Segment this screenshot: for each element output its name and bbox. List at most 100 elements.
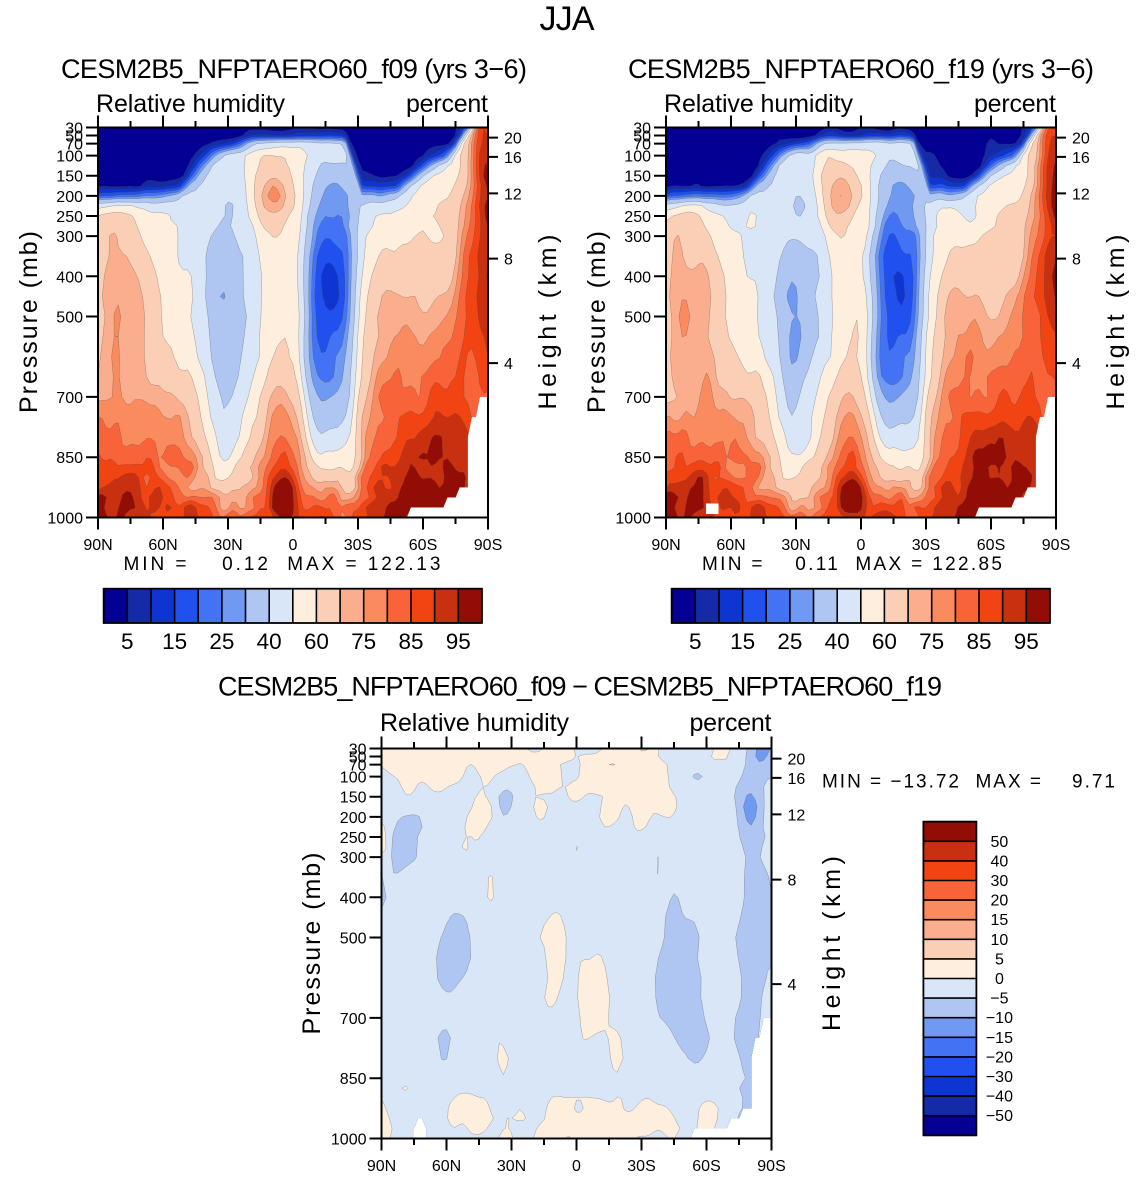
svg-text:95: 95 [1014,629,1039,654]
svg-text:90S: 90S [1042,537,1070,554]
svg-text:30: 30 [991,873,1009,890]
svg-text:75: 75 [351,629,376,654]
svg-text:200: 200 [624,189,651,206]
svg-text:500: 500 [340,931,367,948]
svg-text:70: 70 [65,137,83,154]
svg-text:30: 30 [65,121,83,138]
svg-text:30N: 30N [497,1158,526,1175]
svg-text:85: 85 [398,629,423,654]
svg-text:Pressure (mb): Pressure (mb) [583,231,611,413]
svg-text:CESM2B5_NFPTAERO60_f19 (yrs 3−: CESM2B5_NFPTAERO60_f19 (yrs 3−6) [628,54,1094,84]
svg-text:MIN = 0.11 MAX = 122.85: MIN = 0.11 MAX = 122.85 [702,554,1002,575]
svg-text:0: 0 [572,1158,581,1175]
svg-text:−10: −10 [986,1010,1013,1027]
svg-text:20: 20 [504,131,522,148]
svg-text:300: 300 [340,850,367,867]
svg-text:20: 20 [991,893,1009,910]
svg-text:70: 70 [349,758,367,775]
svg-text:850: 850 [56,450,83,467]
svg-text:30N: 30N [213,537,242,554]
svg-text:85: 85 [966,629,991,654]
svg-text:0: 0 [289,537,298,554]
svg-text:95: 95 [446,629,471,654]
svg-text:150: 150 [56,169,83,186]
svg-text:8: 8 [788,873,797,890]
svg-text:1000: 1000 [331,1132,367,1149]
svg-text:90N: 90N [651,537,680,554]
svg-text:250: 250 [56,209,83,226]
svg-text:−50: −50 [986,1108,1013,1125]
svg-text:500: 500 [56,310,83,327]
svg-text:16: 16 [1072,150,1090,167]
svg-text:90S: 90S [474,537,502,554]
svg-text:MIN = 0.12 MAX = 122.13: MIN = 0.12 MAX = 122.13 [124,554,441,575]
svg-text:25: 25 [777,629,802,654]
svg-text:30S: 30S [627,1158,655,1175]
svg-text:30: 30 [633,121,651,138]
svg-text:4: 4 [1072,356,1081,373]
svg-text:−20: −20 [986,1049,1013,1066]
svg-text:60S: 60S [409,537,437,554]
svg-text:−15: −15 [986,1030,1013,1047]
svg-text:−40: −40 [986,1089,1013,1106]
svg-text:0: 0 [995,971,1004,988]
svg-text:100: 100 [340,770,367,787]
svg-text:4: 4 [504,356,513,373]
svg-text:60: 60 [872,629,897,654]
svg-text:400: 400 [340,890,367,907]
svg-text:700: 700 [56,390,83,407]
svg-text:75: 75 [919,629,944,654]
svg-text:CESM2B5_NFPTAERO60_f09 (yrs 3−: CESM2B5_NFPTAERO60_f09 (yrs 3−6) [61,54,527,84]
svg-text:8: 8 [1072,252,1081,269]
svg-text:Pressure (mb): Pressure (mb) [298,853,326,1035]
svg-text:60S: 60S [977,537,1005,554]
svg-text:5: 5 [689,629,702,654]
svg-text:10: 10 [991,932,1009,949]
svg-text:60N: 60N [716,537,745,554]
svg-text:CESM2B5_NFPTAERO60_f09 − CESM2: CESM2B5_NFPTAERO60_f09 − CESM2B5_NFPTAER… [218,672,942,702]
svg-text:Pressure (mb): Pressure (mb) [15,231,43,413]
svg-text:50: 50 [991,834,1009,851]
svg-text:Relative humidity: Relative humidity [664,90,854,118]
svg-text:20: 20 [1072,131,1090,148]
svg-text:100: 100 [56,149,83,166]
svg-text:30: 30 [349,742,367,759]
svg-text:30S: 30S [912,537,940,554]
svg-text:5: 5 [995,951,1004,968]
svg-text:5: 5 [121,629,134,654]
svg-text:30S: 30S [344,537,372,554]
svg-text:700: 700 [340,1011,367,1028]
svg-text:Relative humidity: Relative humidity [380,709,570,737]
svg-text:0: 0 [857,537,866,554]
svg-text:1000: 1000 [47,511,83,528]
svg-text:Relative humidity: Relative humidity [96,90,286,118]
svg-text:JJA: JJA [540,0,595,38]
svg-text:30N: 30N [781,537,810,554]
svg-text:12: 12 [788,807,806,824]
svg-text:250: 250 [624,209,651,226]
svg-text:700: 700 [624,390,651,407]
svg-text:300: 300 [56,229,83,246]
svg-text:40: 40 [991,853,1009,870]
svg-text:40: 40 [825,629,850,654]
svg-text:50: 50 [633,129,651,146]
svg-text:60N: 60N [432,1158,461,1175]
svg-text:percent: percent [974,90,1056,118]
svg-text:300: 300 [624,229,651,246]
svg-text:70: 70 [633,137,651,154]
svg-text:percent: percent [406,90,488,118]
svg-text:percent: percent [690,709,772,737]
svg-text:−5: −5 [990,991,1008,1008]
svg-text:500: 500 [624,310,651,327]
svg-text:60S: 60S [692,1158,720,1175]
svg-text:50: 50 [349,750,367,767]
svg-text:100: 100 [624,149,651,166]
svg-text:15: 15 [991,912,1009,929]
svg-text:400: 400 [624,269,651,286]
svg-text:8: 8 [504,252,513,269]
svg-text:12: 12 [504,186,522,203]
svg-text:4: 4 [788,977,797,994]
svg-text:Height (km): Height (km) [1102,235,1130,410]
svg-text:60N: 60N [148,537,177,554]
svg-text:150: 150 [624,169,651,186]
